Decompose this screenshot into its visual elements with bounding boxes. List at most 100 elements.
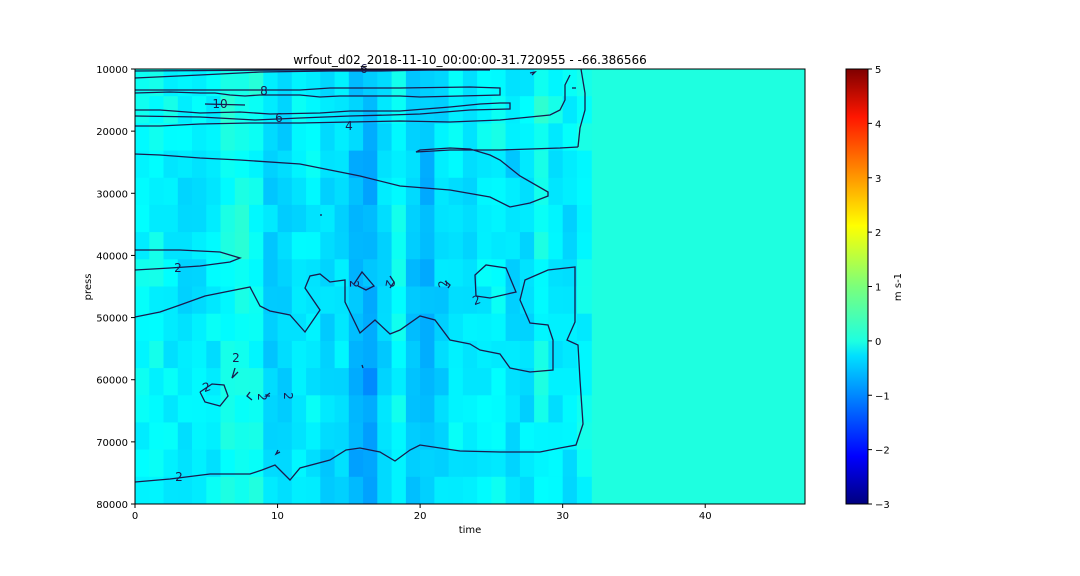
heatmap-cell (234, 150, 250, 179)
y-tick-label: 20000 (96, 127, 128, 138)
contour-label: 2 (175, 470, 183, 484)
heatmap-cell (477, 286, 492, 315)
heatmap-cell (263, 340, 279, 369)
heatmap-cell (348, 368, 364, 396)
heatmap-cell (177, 286, 193, 315)
heatmap-cell (220, 395, 236, 424)
heatmap-cell (548, 177, 564, 206)
heatmap-cell (534, 69, 549, 97)
x-axis-ticks: 0 10 20 30 40 (132, 504, 712, 522)
heatmap-cell (420, 69, 435, 97)
heatmap-cell (149, 368, 165, 396)
heatmap-cell (377, 69, 393, 97)
heatmap-cell (562, 340, 578, 369)
heatmap-cell (405, 368, 421, 396)
heatmap-cell (277, 177, 293, 206)
heatmap-cell (348, 177, 364, 206)
heatmap-cell (291, 177, 307, 206)
heatmap-cell (391, 232, 407, 260)
heatmap-cell (519, 177, 535, 206)
heatmap-cell (405, 232, 421, 260)
heatmap-cell (234, 449, 250, 478)
heatmap-cell (291, 422, 307, 451)
heatmap-cell (249, 368, 264, 396)
heatmap-cell (576, 232, 592, 260)
heatmap-cell (334, 177, 350, 206)
heatmap-cell (177, 232, 193, 260)
heatmap-cell (505, 449, 521, 478)
heatmap-cell (477, 449, 492, 478)
heatmap-cell (234, 340, 250, 369)
contour-label: 10 (212, 97, 227, 111)
heatmap-cell (220, 286, 236, 315)
heatmap-cell (448, 368, 464, 396)
heatmap-cell (291, 286, 307, 315)
heatmap-cell (477, 177, 492, 206)
heatmap-cell (163, 204, 179, 233)
heatmap-cell (277, 96, 293, 124)
contour-line (135, 266, 584, 483)
heatmap-cell (135, 395, 150, 424)
contour-label: 2 (471, 292, 483, 308)
heatmap-cell (149, 422, 165, 451)
contour-line (577, 69, 586, 148)
heatmap-cell (206, 313, 222, 342)
heatmap-cell (277, 69, 293, 97)
heatmap-cell (548, 422, 564, 451)
heatmap-cell (377, 340, 393, 369)
contour-line (135, 69, 470, 79)
heatmap-cell (320, 96, 336, 124)
heatmap-cell (249, 313, 264, 342)
heatmap-cell (220, 476, 236, 504)
heatmap-cell (149, 232, 165, 260)
heatmap-cell (277, 395, 293, 424)
heatmap-cell (135, 123, 150, 152)
heatmap-cell (505, 313, 521, 342)
heatmap-cell (576, 123, 592, 152)
heatmap-cell (434, 259, 450, 288)
heatmap-cell (491, 368, 507, 396)
heatmap-cell (548, 449, 564, 478)
heatmap-cell (306, 449, 321, 478)
heatmap-cell (348, 232, 364, 260)
heatmap-cell (249, 395, 264, 424)
heatmap-cell (391, 204, 407, 233)
heatmap-cell (220, 422, 236, 451)
heatmap-cell (291, 476, 307, 504)
heatmap-cell (391, 123, 407, 152)
heatmap-cell (576, 259, 592, 288)
heatmap-cell (548, 232, 564, 260)
colorbar-ticks: 5 4 3 2 1 0 −1 −2 −3 (868, 65, 890, 511)
heatmap-cell (249, 123, 264, 152)
heatmap-cell (505, 259, 521, 288)
heatmap-cell (277, 232, 293, 260)
heatmap-cell (149, 150, 165, 179)
colorbar-tick-label: 1 (875, 283, 881, 294)
contour-line (264, 392, 271, 397)
heatmap-cell (220, 123, 236, 152)
heatmap-cell (149, 123, 165, 152)
heatmap-cell (206, 286, 222, 315)
heatmap-cell (306, 177, 321, 206)
heatmap-cell (434, 286, 450, 315)
heatmap-cell (348, 476, 364, 504)
heatmap-cell (462, 395, 478, 424)
contour-label: 4 (345, 119, 353, 133)
heatmap-cell (505, 476, 521, 504)
heatmap-cell (576, 150, 592, 179)
heatmap-cell (534, 150, 549, 179)
heatmap-cell (249, 422, 264, 451)
heatmap-cell (405, 449, 421, 478)
heatmap-cell (320, 476, 336, 504)
heatmap-cell (234, 422, 250, 451)
contour-label: 2 (232, 351, 240, 365)
heatmap-cell (206, 177, 222, 206)
heatmap-cell (491, 204, 507, 233)
heatmap-cell (263, 259, 279, 288)
y-axis-label: press (83, 274, 94, 301)
heatmap-cell (149, 449, 165, 478)
heatmap-cell (291, 368, 307, 396)
heatmap-cell (348, 96, 364, 124)
heatmap-cell (320, 123, 336, 152)
heatmap-cell (334, 313, 350, 342)
